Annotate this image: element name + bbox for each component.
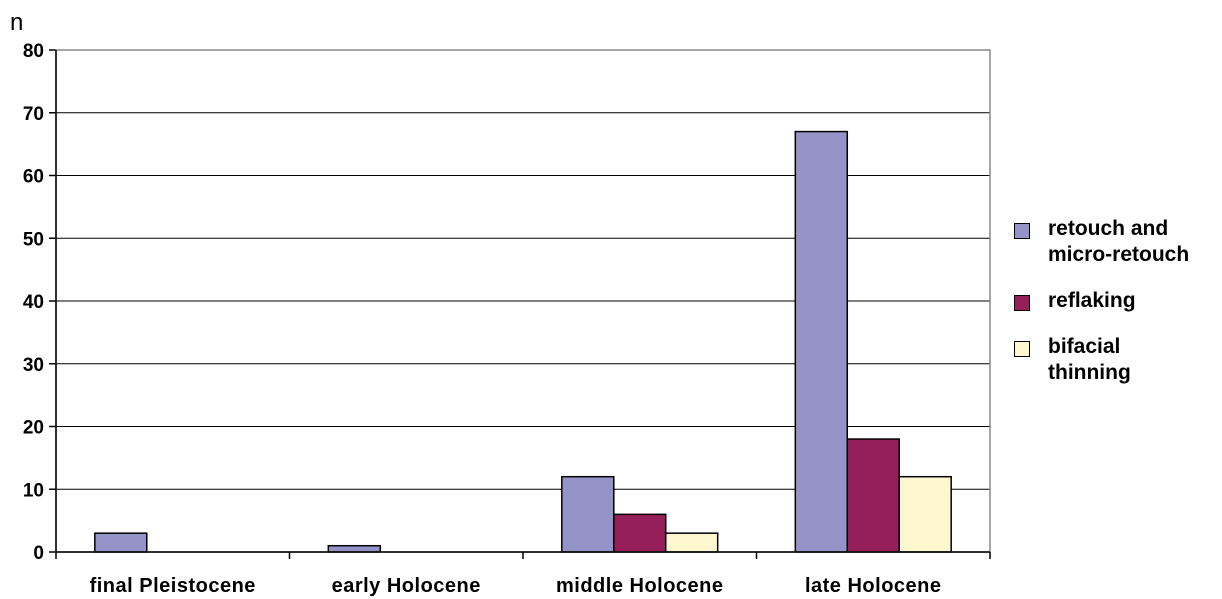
y-tick-label: 50 (23, 229, 44, 250)
bar (794, 130, 849, 553)
legend-label: bifacial thinning (1048, 335, 1131, 384)
bars (94, 130, 952, 553)
bar (664, 532, 719, 553)
bar (613, 513, 667, 553)
y-tick-label: 60 (23, 167, 44, 188)
x-axis-categories: final Pleistocene early Holocene middle Ho… (90, 575, 942, 597)
x-category-label: early Holocene (332, 575, 481, 597)
y-tick-label: 80 (23, 41, 44, 62)
legend-swatch (1014, 341, 1030, 357)
y-tick-label: 0 (33, 543, 44, 564)
legend-item: bifacial thinning (1014, 334, 1219, 386)
y-tick-label: 20 (23, 418, 44, 439)
y-tick-label: 10 (23, 480, 44, 501)
legend: retouch and micro-retouch reflaking bifaci… (1014, 216, 1219, 406)
bar (561, 475, 615, 553)
legend-swatch (1014, 223, 1030, 239)
bar (94, 532, 148, 553)
x-category-label: middle Holocene (556, 575, 724, 597)
legend-swatch (1014, 295, 1030, 311)
bar (898, 475, 952, 553)
legend-label: reflaking (1048, 289, 1136, 312)
bar (327, 544, 382, 553)
y-tick-label: 40 (23, 292, 44, 313)
y-axis-ticks: 0 10 20 30 40 50 60 70 80 (23, 41, 56, 564)
y-tick-label: 30 (23, 355, 44, 376)
axes (55, 49, 991, 559)
y-axis-label: n (10, 9, 23, 36)
x-category-label: final Pleistocene (90, 575, 256, 597)
legend-label: retouch and micro-retouch (1048, 217, 1190, 266)
legend-item: reflaking (1014, 288, 1219, 314)
y-tick-label: 70 (23, 104, 44, 125)
legend-item: retouch and micro-retouch (1014, 216, 1219, 268)
gridlines (56, 49, 990, 490)
x-category-label: late Holocene (805, 575, 942, 597)
bar (846, 438, 900, 553)
